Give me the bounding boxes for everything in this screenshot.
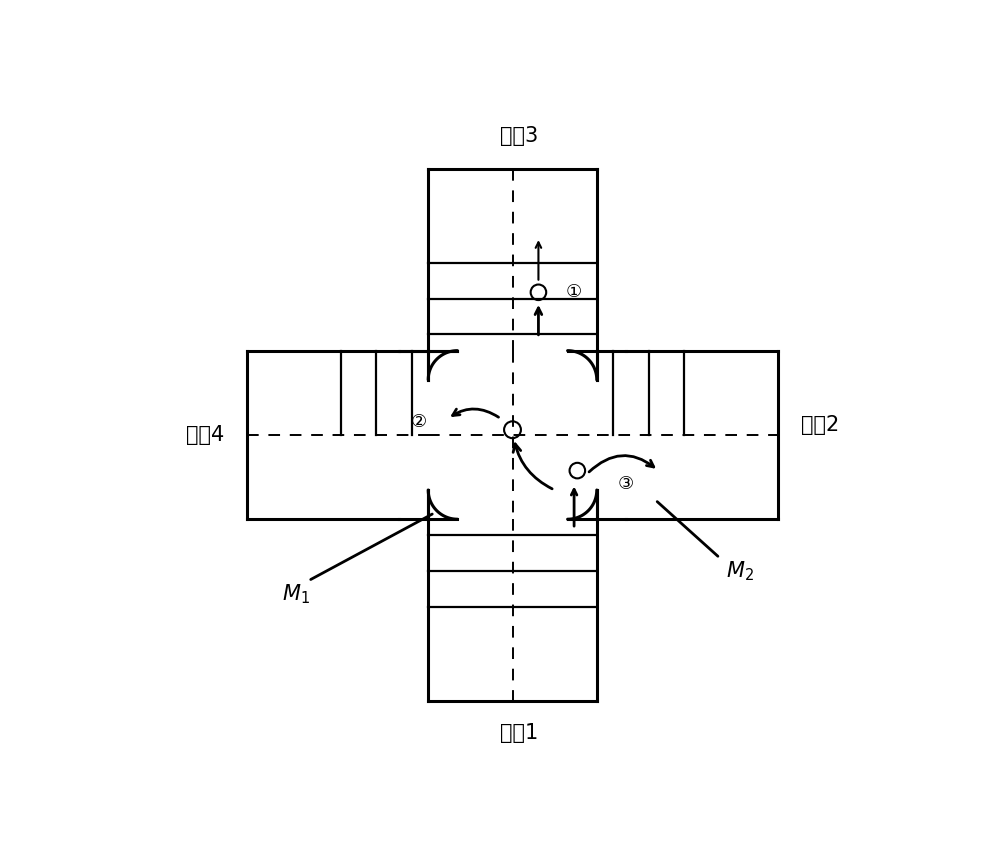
Text: 入口4: 入口4	[186, 425, 224, 445]
Text: ②: ②	[410, 413, 427, 431]
Text: 入口3: 入口3	[500, 126, 538, 147]
Text: $M_1$: $M_1$	[282, 582, 310, 605]
Text: 入口2: 入口2	[801, 415, 839, 435]
Text: $M_2$: $M_2$	[726, 559, 754, 583]
Text: ③: ③	[618, 475, 634, 493]
Text: ①: ①	[566, 283, 582, 301]
Text: 入口1: 入口1	[500, 723, 538, 743]
